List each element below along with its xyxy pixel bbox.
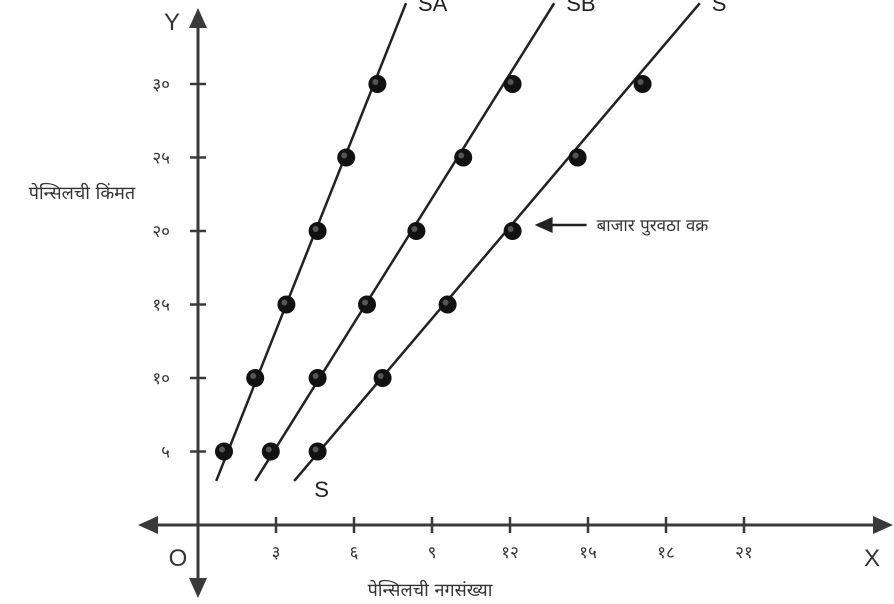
series-line-s: [293, 2, 701, 482]
data-point-highlight: [362, 299, 368, 306]
y-tick-label: २५: [152, 149, 170, 169]
data-point-highlight: [411, 226, 418, 232]
y-tick-label: १०: [152, 369, 170, 389]
x-tick-label: १८: [657, 543, 675, 563]
data-point-highlight: [341, 152, 348, 159]
series-layer: [215, 2, 701, 482]
series-label-sa: SA: [418, 0, 448, 16]
y-tick-label: ५: [161, 443, 170, 463]
data-point-highlight: [507, 226, 514, 232]
data-point-highlight: [372, 79, 379, 85]
x-tick-label: ३: [272, 543, 281, 563]
x-tick-label: ९: [428, 543, 437, 563]
data-point-highlight: [265, 446, 272, 453]
series-label-sb: SB: [566, 0, 595, 16]
y-axis-bottom-arrow: [189, 578, 207, 598]
series-label-s: S: [712, 0, 727, 16]
labels-layer: X Y O ३ ६ ९ १२ १५ १८ २१ ५ १० १५ २० २५ ३० SA SB S S बाजार पुर…: [152, 0, 880, 572]
x-tick-label: २१: [735, 543, 753, 563]
data-point-highlight: [312, 446, 319, 453]
origin-label: O: [169, 545, 188, 572]
y-tick-label: १५: [152, 296, 170, 316]
data-point-highlight: [281, 299, 288, 306]
data-point-highlight: [377, 373, 384, 379]
y-axis-top-arrow: [189, 8, 207, 28]
data-point-highlight: [219, 446, 225, 453]
data-point-highlight: [458, 152, 465, 159]
x-tick-label: ६: [350, 543, 359, 563]
data-point-highlight: [572, 152, 579, 159]
x-axis-letter: X: [864, 545, 880, 572]
data-point-highlight: [250, 373, 257, 379]
annotation-label: बाजार पुरवठा वक्र: [597, 216, 710, 236]
data-point-highlight: [507, 79, 514, 85]
x-axis-title: पेन्सिलची नगसंख्या: [368, 579, 493, 601]
data-point-highlight: [312, 373, 319, 379]
data-point-highlight: [637, 79, 644, 85]
annotation-arrow-head: [534, 217, 553, 233]
y-axis-title: पेन्सिलची किंमत: [29, 182, 136, 204]
x-axis-left-arrow: [138, 516, 158, 534]
x-axis-right-arrow: [873, 516, 893, 534]
series-line-sa: [215, 2, 408, 482]
x-tick-label: १५: [579, 543, 597, 563]
axes: [138, 8, 893, 598]
x-tick-label: १२: [501, 543, 519, 563]
series-bottom-label-s: S: [314, 477, 329, 502]
data-point-highlight: [312, 226, 319, 232]
data-point-highlight: [442, 299, 449, 306]
y-tick-label: २०: [152, 222, 170, 242]
series-line-sb: [254, 2, 556, 482]
y-axis-letter: Y: [164, 9, 180, 36]
y-tick-label: ३०: [152, 75, 170, 95]
